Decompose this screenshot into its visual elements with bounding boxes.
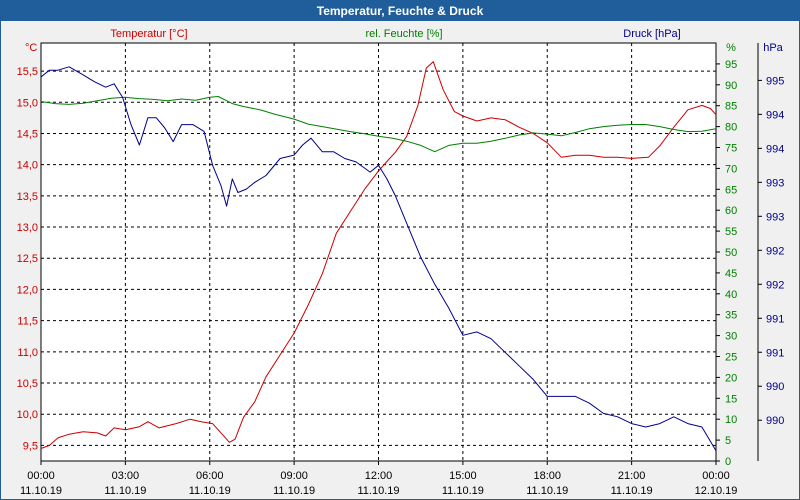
temperature-tick-label: 12,0 [17, 284, 38, 296]
x-tick-date: 11.10.19 [442, 485, 484, 497]
temperature-tick-label: 10,5 [17, 378, 38, 390]
x-tick-time: 18:00 [533, 470, 561, 482]
pressure-tick-label: 990 [766, 415, 784, 427]
pressure-tick-label: 992 [766, 245, 784, 257]
humidity-axis-label: rel. Feuchte [%] [365, 28, 442, 40]
x-tick-date: 11.10.19 [357, 485, 399, 497]
pressure-tick-label: 990 [766, 381, 784, 393]
temperature-tick-label: 11,5 [17, 316, 38, 328]
humidity-tick-label: 45 [725, 268, 737, 280]
humidity-tick-label: 60 [725, 205, 737, 217]
temperature-tick-label: 15,0 [17, 97, 38, 109]
chart: 9,5 10,0 10,5 11,0 11,5 12,0 12,5 13,0 13,5 14,0 1… [17, 28, 785, 497]
pressure-tick-label: 994 [766, 143, 784, 155]
x-tick-time: 12:00 [365, 470, 393, 482]
x-tick-date: 11.10.19 [20, 485, 62, 497]
x-tick-time: 06:00 [196, 470, 224, 482]
temperature-ticks: 9,5 10,0 10,5 11,0 11,5 12,0 12,5 13,0 13,5 14,0 1… [17, 66, 38, 452]
x-tick-time: 15:00 [449, 470, 477, 482]
x-ticks: 00:00 11.10.19 03:00 11.10.19 06:00 11.10.19 0… [20, 461, 737, 497]
temperature-tick-label: 13,0 [17, 222, 38, 234]
temperature-tick-label: 9,5 [23, 440, 38, 452]
pressure-tick-label: 995 [766, 75, 784, 87]
pressure-tick-label: 994 [766, 109, 784, 121]
humidity-tick-label: 20 [725, 372, 737, 384]
pressure-unit-label: hPa [763, 42, 783, 54]
humidity-tick-label: 80 [725, 122, 737, 134]
pressure-series-line [40, 66, 717, 452]
humidity-tick-label: 25 [725, 352, 737, 364]
temperature-tick-label: 11,0 [17, 347, 38, 359]
grid [41, 43, 716, 461]
humidity-ticks: 0 5 10 15 20 25 30 35 40 45 50 55 60 65 70 75 80 85 90 95 [716, 59, 737, 468]
pressure-tick-label: 991 [766, 347, 784, 359]
humidity-tick-label: 15 [725, 393, 737, 405]
temperature-tick-label: 14,0 [17, 160, 38, 172]
humidity-tick-label: 70 [725, 163, 737, 175]
pressure-tick-label: 991 [766, 313, 784, 325]
temperature-tick-label: 12,5 [17, 253, 38, 265]
x-tick-time: 03:00 [112, 470, 140, 482]
humidity-tick-label: 90 [725, 80, 737, 92]
pressure-axis-label: Druck [hPa] [623, 28, 680, 40]
temperature-axis-label: Temperatur [°C] [110, 28, 187, 40]
humidity-tick-label: 5 [725, 435, 731, 447]
pressure-tick-label: 992 [766, 279, 784, 291]
x-tick-date: 11.10.19 [611, 485, 653, 497]
x-tick-date: 12.10.19 [695, 485, 738, 497]
x-tick-time: 00:00 [702, 470, 730, 482]
x-tick-date: 11.10.19 [526, 485, 568, 497]
humidity-series-line [40, 96, 717, 153]
pressure-tick-label: 993 [766, 211, 784, 223]
humidity-tick-label: 40 [725, 289, 737, 301]
series-lines [40, 61, 717, 452]
temperature-tick-label: 13,5 [17, 191, 38, 203]
humidity-tick-label: 0 [725, 456, 731, 468]
temperature-unit-label: °C [25, 42, 37, 54]
humidity-tick-label: 35 [725, 310, 737, 322]
humidity-tick-label: 95 [725, 59, 737, 71]
humidity-tick-label: 50 [725, 247, 737, 259]
window-title: Temperatur, Feuchte & Druck [1, 1, 799, 21]
x-tick-time: 09:00 [280, 470, 308, 482]
humidity-tick-label: 30 [725, 331, 737, 343]
temperature-tick-label: 15,5 [17, 66, 38, 78]
temperature-tick-label: 14,5 [17, 128, 38, 140]
humidity-tick-label: 55 [725, 226, 737, 238]
x-tick-date: 11.10.19 [104, 485, 146, 497]
temperature-series-line [40, 61, 717, 449]
x-tick-time: 21:00 [618, 470, 646, 482]
x-tick-date: 11.10.19 [189, 485, 231, 497]
humidity-tick-label: 85 [725, 101, 737, 113]
humidity-unit-label: % [726, 42, 736, 54]
humidity-tick-label: 65 [725, 184, 737, 196]
x-tick-date: 11.10.19 [273, 485, 315, 497]
pressure-tick-label: 993 [766, 177, 784, 189]
x-tick-time: 00:00 [27, 470, 55, 482]
humidity-tick-label: 75 [725, 143, 737, 155]
temperature-tick-label: 10,0 [17, 409, 38, 421]
pressure-ticks: 990 990 991 991 992 992 993 993 994 994 995 [757, 43, 784, 461]
humidity-tick-label: 10 [725, 414, 737, 426]
